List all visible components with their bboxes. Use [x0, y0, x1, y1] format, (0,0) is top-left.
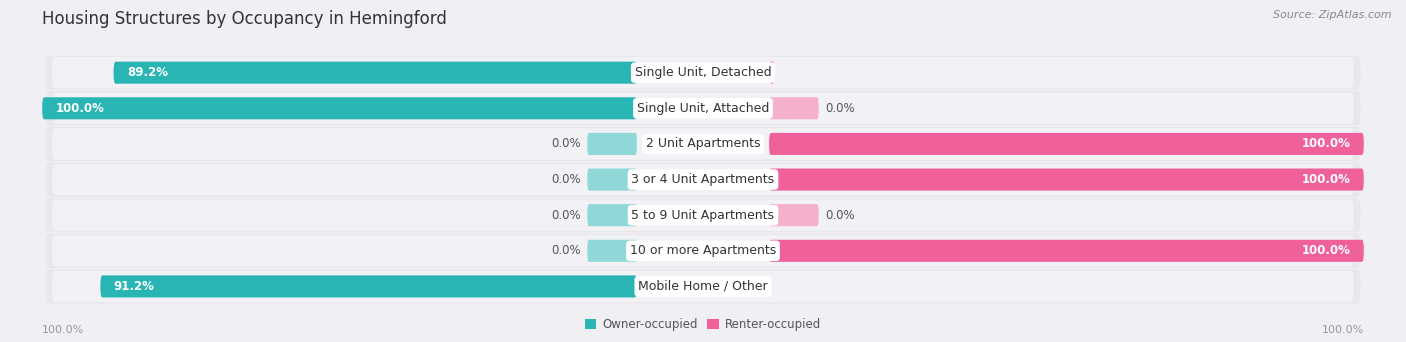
- FancyBboxPatch shape: [52, 271, 1354, 302]
- Text: 100.0%: 100.0%: [1302, 137, 1351, 150]
- FancyBboxPatch shape: [588, 133, 637, 155]
- FancyBboxPatch shape: [769, 169, 1364, 190]
- FancyBboxPatch shape: [52, 164, 1354, 195]
- Text: Source: ZipAtlas.com: Source: ZipAtlas.com: [1274, 10, 1392, 20]
- Text: 8.8%: 8.8%: [716, 280, 748, 293]
- Text: 0.0%: 0.0%: [551, 173, 581, 186]
- FancyBboxPatch shape: [588, 204, 637, 226]
- FancyBboxPatch shape: [114, 62, 637, 84]
- FancyBboxPatch shape: [45, 198, 1361, 232]
- FancyBboxPatch shape: [769, 204, 818, 226]
- Text: Single Unit, Attached: Single Unit, Attached: [637, 102, 769, 115]
- FancyBboxPatch shape: [45, 162, 1361, 197]
- FancyBboxPatch shape: [769, 133, 1364, 155]
- FancyBboxPatch shape: [45, 234, 1361, 268]
- FancyBboxPatch shape: [769, 240, 1364, 262]
- Text: 100.0%: 100.0%: [1322, 325, 1364, 335]
- Text: 89.2%: 89.2%: [127, 66, 167, 79]
- Text: 10 or more Apartments: 10 or more Apartments: [630, 244, 776, 257]
- FancyBboxPatch shape: [52, 93, 1354, 124]
- Text: 0.0%: 0.0%: [551, 244, 581, 257]
- Text: 5 to 9 Unit Apartments: 5 to 9 Unit Apartments: [631, 209, 775, 222]
- Text: 0.0%: 0.0%: [551, 209, 581, 222]
- Legend: Owner-occupied, Renter-occupied: Owner-occupied, Renter-occupied: [579, 314, 827, 336]
- Text: 100.0%: 100.0%: [1302, 173, 1351, 186]
- FancyBboxPatch shape: [45, 91, 1361, 126]
- Text: 0.0%: 0.0%: [825, 102, 855, 115]
- FancyBboxPatch shape: [52, 128, 1354, 160]
- FancyBboxPatch shape: [588, 169, 637, 190]
- Text: 100.0%: 100.0%: [1302, 244, 1351, 257]
- FancyBboxPatch shape: [45, 55, 1361, 90]
- FancyBboxPatch shape: [52, 235, 1354, 266]
- FancyBboxPatch shape: [100, 275, 637, 298]
- FancyBboxPatch shape: [45, 127, 1361, 161]
- FancyBboxPatch shape: [769, 62, 775, 84]
- FancyBboxPatch shape: [52, 199, 1354, 231]
- Text: 100.0%: 100.0%: [42, 325, 84, 335]
- Text: 0.0%: 0.0%: [551, 137, 581, 150]
- Text: 10.8%: 10.8%: [720, 66, 761, 79]
- FancyBboxPatch shape: [588, 240, 637, 262]
- FancyBboxPatch shape: [52, 57, 1354, 88]
- Text: Mobile Home / Other: Mobile Home / Other: [638, 280, 768, 293]
- FancyBboxPatch shape: [769, 97, 818, 119]
- Text: 0.0%: 0.0%: [825, 209, 855, 222]
- Text: 91.2%: 91.2%: [114, 280, 155, 293]
- FancyBboxPatch shape: [42, 97, 637, 119]
- Text: 3 or 4 Unit Apartments: 3 or 4 Unit Apartments: [631, 173, 775, 186]
- Text: Single Unit, Detached: Single Unit, Detached: [634, 66, 772, 79]
- Text: 100.0%: 100.0%: [55, 102, 104, 115]
- Text: Housing Structures by Occupancy in Hemingford: Housing Structures by Occupancy in Hemin…: [42, 10, 447, 28]
- Text: 2 Unit Apartments: 2 Unit Apartments: [645, 137, 761, 150]
- FancyBboxPatch shape: [45, 269, 1361, 304]
